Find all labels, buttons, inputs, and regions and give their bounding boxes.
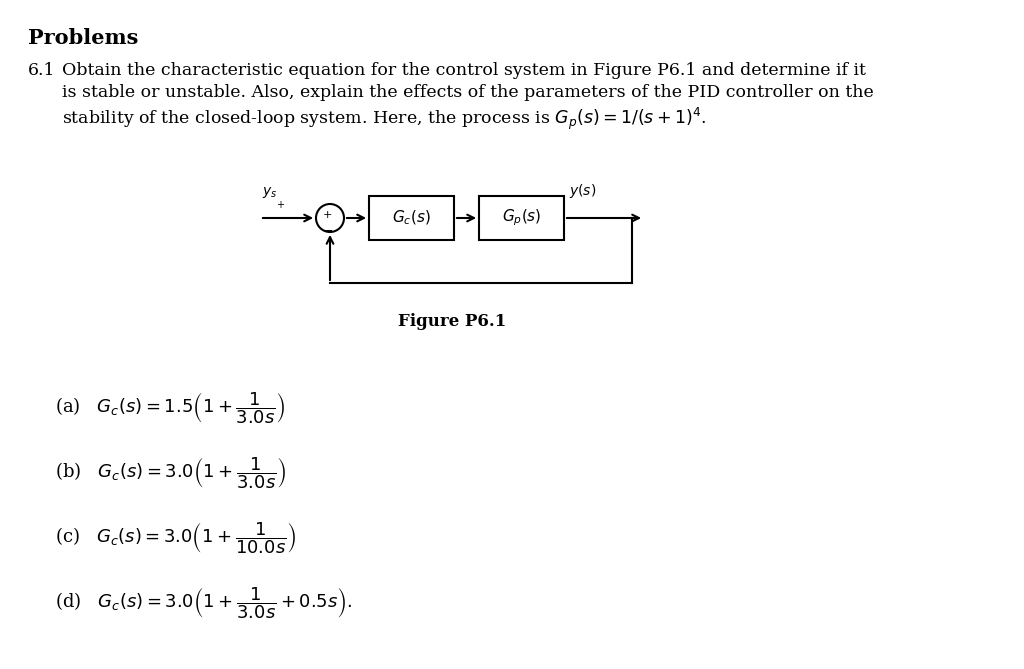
Text: stability of the closed-loop system. Here, the process is $G_p(s) = 1/(s + 1)^4$: stability of the closed-loop system. Her… bbox=[62, 106, 707, 132]
Text: $G_c(s)$: $G_c(s)$ bbox=[392, 209, 431, 227]
Text: $y_s$: $y_s$ bbox=[262, 185, 278, 200]
Text: Problems: Problems bbox=[28, 28, 138, 48]
Text: (b)   $G_c(s) = 3.0\left(1 + \dfrac{1}{3.0s}\right)$: (b) $G_c(s) = 3.0\left(1 + \dfrac{1}{3.0… bbox=[55, 455, 287, 490]
Text: is stable or unstable. Also, explain the effects of the parameters of the PID co: is stable or unstable. Also, explain the… bbox=[62, 84, 873, 101]
Bar bbox=[479, 196, 564, 240]
Text: $y(s)$: $y(s)$ bbox=[569, 182, 596, 200]
Text: $+$: $+$ bbox=[322, 209, 332, 221]
Text: $+$: $+$ bbox=[276, 199, 285, 210]
Text: (a)   $G_c(s) = 1.5\left(1 + \dfrac{1}{3.0s}\right)$: (a) $G_c(s) = 1.5\left(1 + \dfrac{1}{3.0… bbox=[55, 390, 286, 425]
Text: Figure P6.1: Figure P6.1 bbox=[398, 313, 506, 330]
Text: Obtain the characteristic equation for the control system in Figure P6.1 and det: Obtain the characteristic equation for t… bbox=[62, 62, 866, 79]
Text: (c)   $G_c(s) = 3.0\left(1 + \dfrac{1}{10.0s}\right)$: (c) $G_c(s) = 3.0\left(1 + \dfrac{1}{10.… bbox=[55, 520, 297, 556]
Bar bbox=[369, 196, 454, 240]
Text: $G_p(s)$: $G_p(s)$ bbox=[502, 207, 542, 228]
Text: $-$: $-$ bbox=[323, 223, 334, 237]
Text: 6.1: 6.1 bbox=[28, 62, 55, 79]
Text: (d)   $G_c(s) = 3.0\left(1 + \dfrac{1}{3.0s} + 0.5s\right).$: (d) $G_c(s) = 3.0\left(1 + \dfrac{1}{3.0… bbox=[55, 585, 352, 621]
